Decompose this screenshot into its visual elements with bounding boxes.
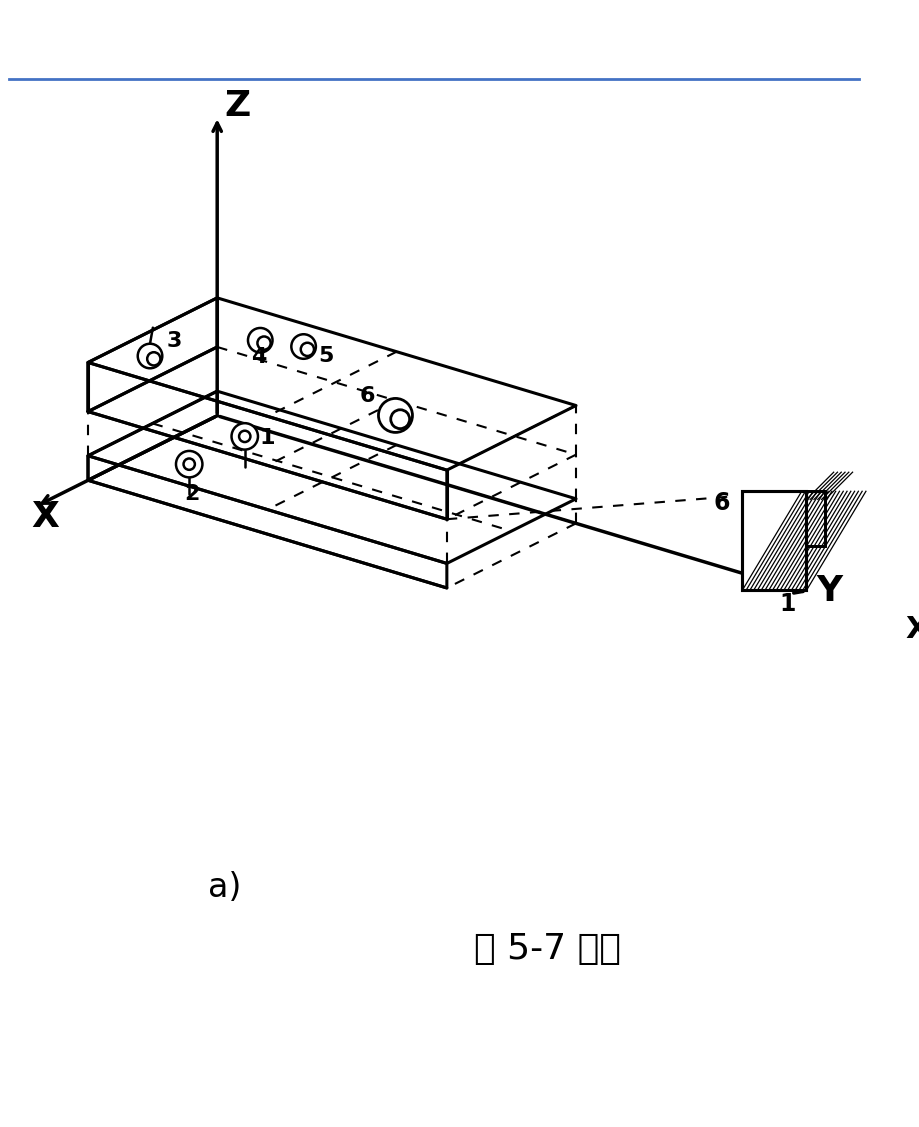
Text: Z: Z: [224, 89, 251, 123]
Bar: [806, 491, 824, 545]
Text: a): a): [208, 871, 241, 904]
Bar: [742, 491, 806, 591]
Circle shape: [391, 410, 409, 428]
Text: 1: 1: [778, 592, 795, 616]
Text: 6: 6: [359, 387, 375, 406]
Text: 图 5-7 平雀: 图 5-7 平雀: [474, 932, 620, 966]
Text: 6: 6: [713, 491, 730, 515]
Text: X: X: [31, 500, 60, 534]
Circle shape: [176, 451, 202, 478]
Circle shape: [378, 399, 412, 433]
Circle shape: [183, 459, 195, 470]
Circle shape: [257, 337, 270, 349]
Text: Y: Y: [816, 574, 842, 607]
Circle shape: [138, 344, 162, 369]
Text: X: X: [904, 614, 919, 644]
Circle shape: [239, 431, 250, 442]
Bar: [742, 491, 806, 591]
Circle shape: [291, 335, 315, 358]
Circle shape: [301, 343, 313, 356]
Text: 5: 5: [318, 346, 334, 365]
Circle shape: [248, 328, 272, 353]
Text: 4: 4: [251, 347, 266, 367]
Text: 1: 1: [259, 428, 275, 447]
Circle shape: [147, 353, 160, 365]
Circle shape: [232, 423, 257, 450]
Bar: [806, 491, 824, 545]
Text: 2: 2: [185, 483, 199, 504]
Text: 3: 3: [167, 330, 182, 350]
